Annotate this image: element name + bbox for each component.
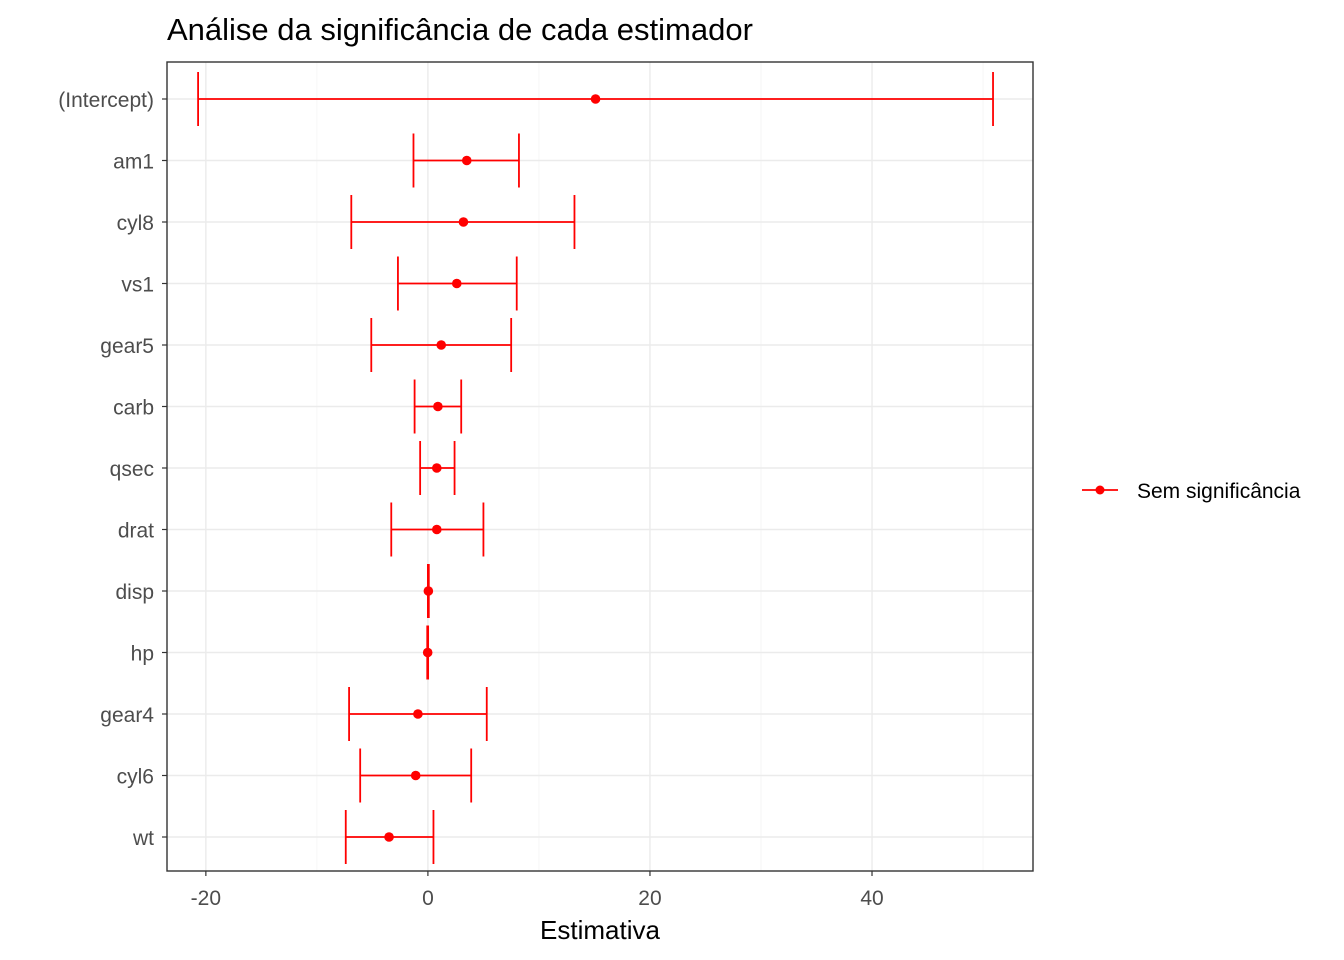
estimate-point: [458, 217, 469, 227]
estimate-point: [422, 647, 433, 658]
x-tick-label: 40: [860, 887, 883, 910]
legend: Sem significância: [1082, 480, 1301, 503]
errorbar-am1: [412, 133, 520, 188]
y-tick-label: am1: [113, 151, 154, 174]
y-tick-label: drat: [118, 520, 154, 543]
panel-border: [166, 61, 1034, 872]
estimate-point: [410, 770, 421, 781]
x-axis-title: Estimativa: [540, 915, 660, 945]
x-tick-label: -20: [191, 887, 221, 910]
estimate-point: [461, 155, 472, 166]
y-tick-label: vs1: [121, 274, 154, 297]
y-tick-label: qsec: [110, 458, 154, 481]
errorbar-cyl8: [350, 195, 576, 249]
grid-lines: [167, 62, 1033, 871]
chart-title: Análise da significância de cada estimad…: [167, 12, 753, 47]
errorbar-wt: [344, 810, 435, 864]
estimate-point: [431, 524, 442, 535]
y-tick-label: disp: [115, 581, 154, 604]
legend-label: Sem significância: [1137, 480, 1301, 503]
errorbar-gear4: [348, 687, 488, 741]
y-tick-label: wt: [132, 827, 154, 850]
estimate-point: [413, 709, 423, 719]
errorbar-hp: [422, 625, 433, 680]
y-tick-label: (Intercept): [58, 89, 154, 112]
estimate-point: [431, 463, 442, 473]
x-tick-label: 20: [638, 887, 661, 910]
estimate-point: [590, 94, 601, 104]
y-tick-label: hp: [131, 643, 154, 666]
y-tick-label: gear4: [100, 704, 154, 727]
estimate-point: [451, 278, 462, 289]
y-tick-label: cyl8: [117, 212, 154, 235]
errorbar-qsec: [419, 441, 456, 495]
estimate-point: [384, 832, 394, 842]
errorbar-carb: [413, 379, 463, 434]
estimate-point: [436, 340, 447, 350]
errorbar-vs1: [397, 256, 518, 311]
estimate-point: [423, 586, 434, 596]
estimate-point: [433, 401, 443, 412]
errorbar-gear5: [370, 318, 513, 372]
y-tick-label: carb: [113, 397, 154, 420]
errorbar-intercept: [197, 72, 994, 126]
y-tick-label: gear5: [100, 335, 154, 358]
x-axis: -20 0 20 40: [191, 871, 884, 910]
errorbar-disp: [423, 564, 434, 618]
errorbar-cyl6: [359, 748, 473, 803]
y-axis: (Intercept) am1 cyl8 vs1 gear5 carb qsec drat di…: [58, 89, 167, 850]
error-bars: [197, 72, 994, 864]
legend-key-point: [1095, 485, 1105, 495]
y-tick-label: cyl6: [117, 766, 154, 789]
errorbar-drat: [390, 502, 485, 557]
x-tick-label: 0: [422, 887, 434, 910]
